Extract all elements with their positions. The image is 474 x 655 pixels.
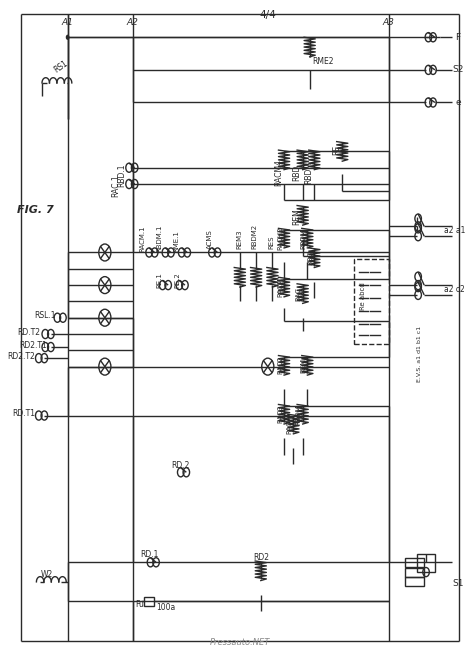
- Text: RME2: RME2: [312, 57, 334, 66]
- Text: REM: REM: [292, 208, 301, 225]
- Text: e: e: [456, 98, 461, 107]
- Text: RD.T1: RD.T1: [12, 409, 35, 418]
- Text: RACM: RACM: [277, 277, 283, 297]
- Circle shape: [66, 35, 70, 40]
- Text: RBD.1: RBD.1: [117, 164, 126, 187]
- Text: ACMS: ACMS: [207, 229, 213, 250]
- Text: a2 a1: a2 a1: [444, 227, 465, 235]
- Text: Re abcd: Re abcd: [360, 282, 366, 310]
- Text: 4/4: 4/4: [259, 10, 276, 20]
- Text: RBDM: RBDM: [296, 404, 302, 424]
- Text: A3: A3: [383, 18, 395, 28]
- Text: RBDM: RBDM: [300, 228, 306, 248]
- Bar: [417, 554, 436, 572]
- Text: RE.2: RE.2: [174, 272, 180, 288]
- Text: RACH2: RACH2: [277, 227, 283, 250]
- Text: F: F: [456, 33, 461, 42]
- Text: E.V.S. a1 d1 b1 c1: E.V.S. a1 d1 b1 c1: [417, 326, 422, 382]
- Text: RD.1: RD.1: [140, 550, 158, 559]
- Text: RBDM2: RBDM2: [252, 224, 258, 250]
- Text: FIG. 7: FIG. 7: [17, 205, 54, 215]
- Bar: [405, 558, 424, 567]
- Bar: [354, 259, 389, 344]
- Bar: [405, 577, 424, 586]
- Text: RAC: RAC: [296, 287, 302, 301]
- Text: RACM.1: RACM.1: [139, 226, 145, 252]
- Text: A1: A1: [62, 18, 73, 28]
- Text: RAC.1: RAC.1: [111, 174, 120, 196]
- Bar: [145, 597, 154, 606]
- Text: S2: S2: [453, 66, 464, 75]
- Text: S1: S1: [453, 578, 464, 588]
- Text: Pressauto.NET: Pressauto.NET: [210, 638, 270, 647]
- Text: RES: RES: [268, 236, 274, 250]
- Text: RE: RE: [332, 144, 341, 155]
- Text: a2 c2: a2 c2: [444, 285, 465, 294]
- Text: RD2: RD2: [253, 553, 269, 562]
- Text: RAC2: RAC2: [277, 356, 283, 375]
- Text: RD.T2: RD.T2: [18, 328, 41, 337]
- Text: RBDM.1: RBDM.1: [157, 225, 163, 252]
- Text: RSL.1: RSL.1: [35, 311, 56, 320]
- Text: RACH: RACH: [286, 415, 292, 434]
- Text: RBDM: RBDM: [304, 161, 313, 185]
- Text: REM: REM: [301, 358, 306, 373]
- Text: REM3: REM3: [236, 230, 242, 250]
- Text: RD.2: RD.2: [172, 460, 190, 470]
- Text: RAC3: RAC3: [277, 405, 283, 423]
- Text: A2: A2: [127, 18, 139, 28]
- Bar: [405, 567, 424, 576]
- Text: RD2.T1: RD2.T1: [19, 341, 46, 350]
- Text: Fu: Fu: [136, 600, 144, 609]
- Text: RS1: RS1: [52, 58, 69, 75]
- Text: 100a: 100a: [156, 603, 175, 612]
- Text: RBD: RBD: [292, 165, 301, 181]
- Text: RACM4: RACM4: [274, 159, 283, 187]
- Text: RBD: RBD: [307, 250, 313, 265]
- Text: RME.1: RME.1: [173, 231, 179, 252]
- Text: RE.1: RE.1: [157, 272, 163, 288]
- Text: W2: W2: [41, 570, 53, 578]
- Text: RD2.T2: RD2.T2: [7, 352, 35, 362]
